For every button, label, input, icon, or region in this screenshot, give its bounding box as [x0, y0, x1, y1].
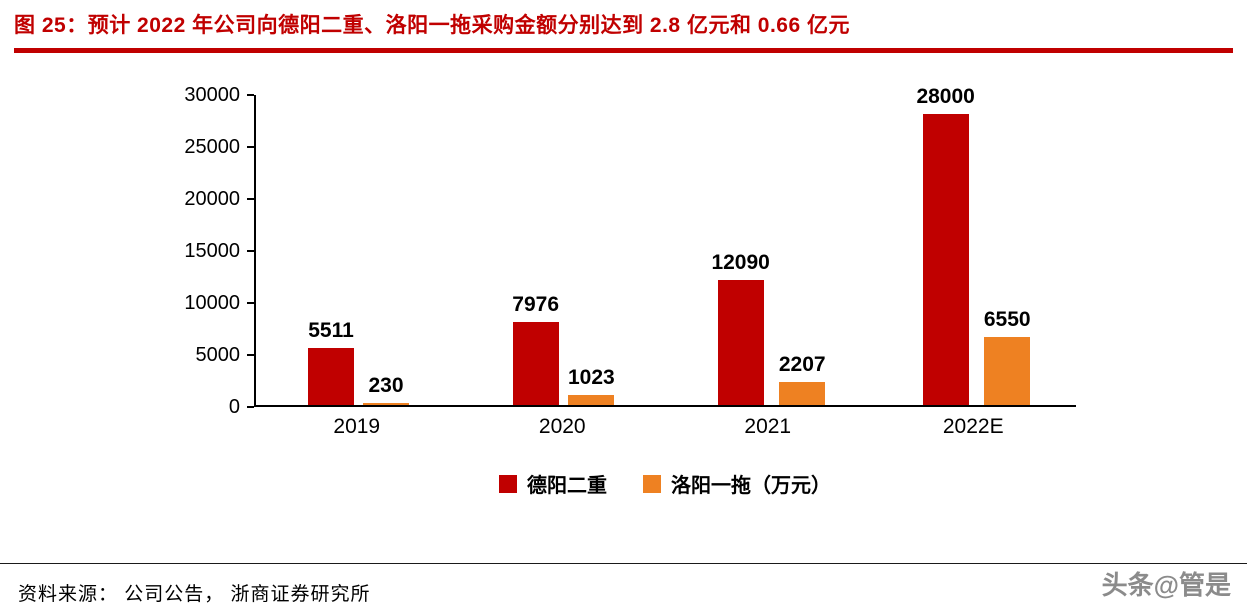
- bar-group-2021: 12090 2207: [666, 95, 871, 406]
- x-axis-label-2019: 2019: [333, 415, 381, 439]
- legend-swatch-deyang-erzhong: [499, 474, 517, 493]
- bar-deyang-erzhong-2021: [717, 279, 764, 406]
- figure-header: 图 25：预计 2022 年公司向德阳二重、洛阳一拖采购金额分别达到 2.8 亿…: [0, 0, 1247, 54]
- bar-chart: 0 5000 10000 15000 20000 25000 30000 5511 230 79…: [0, 84, 1247, 498]
- watermark: 头条@管是: [1101, 570, 1231, 600]
- y-axis-tick-mark: [247, 302, 254, 305]
- chart-row: 0 5000 10000 15000 20000 25000 30000 5511 230 79…: [148, 84, 1247, 418]
- bar-value-label: 7976: [512, 293, 559, 317]
- y-axis-tick-mark: [247, 94, 254, 97]
- legend: 德阳二重 洛阳一拖（万元）: [254, 469, 1076, 498]
- x-axis-label-2020: 2020: [538, 415, 586, 439]
- bar-deyang-erzhong-2019: [308, 347, 354, 406]
- bar-value-label: 28000: [916, 85, 975, 109]
- plot-area: 5511 230 7976 1023 12090 2207 28000 6550: [254, 85, 1076, 408]
- bar-deyang-erzhong-2020: [512, 322, 559, 406]
- bar-group-2019: 5511 230: [256, 95, 461, 406]
- source-note: 资料来源： 公司公告， 浙商证券研究所: [18, 584, 371, 605]
- y-axis: 0 5000 10000 15000 20000 25000 30000: [148, 84, 254, 418]
- y-axis-tick-mark: [247, 146, 254, 149]
- y-axis-tick-mark: [247, 406, 254, 409]
- figure-title: 图 25：预计 2022 年公司向德阳二重、洛阳一拖采购金额分别达到 2.8 亿…: [14, 14, 850, 37]
- bar-column-deyang-erzhong-2020: 7976: [512, 293, 559, 406]
- legend-item-deyang-erzhong: 德阳二重: [499, 469, 607, 498]
- y-axis-tick-label: 15000: [184, 240, 240, 263]
- bar-value-label: 5511: [308, 318, 354, 342]
- legend-label-luoyang-yto: 洛阳一拖（万元）: [671, 475, 831, 498]
- y-axis-tick-label: 20000: [184, 188, 240, 211]
- bar-value-label: 6550: [983, 308, 1031, 332]
- y-axis-tick-mark: [247, 198, 254, 201]
- bar-column-deyang-erzhong-2022e: 28000: [916, 85, 975, 406]
- y-axis-tick-label: 10000: [184, 292, 240, 315]
- bar-column-deyang-erzhong-2019: 5511: [308, 318, 354, 406]
- footer-divider: [0, 563, 1247, 564]
- bar-value-label: 12090: [711, 250, 770, 274]
- bar-luoyang-yto-2021: [779, 382, 826, 406]
- legend-swatch-luoyang-yto: [643, 474, 661, 493]
- bar-value-label: 1023: [568, 365, 615, 389]
- x-axis-label-2022e: 2022E: [942, 415, 1004, 439]
- bar-column-luoyang-yto-2022e: 6550: [983, 308, 1031, 406]
- bar-luoyang-yto-2020: [568, 394, 615, 406]
- bar-column-luoyang-yto-2020: 1023: [568, 366, 615, 406]
- bar-column-luoyang-yto-2019: 230: [363, 373, 409, 406]
- y-axis-tick-label: 0: [228, 396, 240, 419]
- bar-group-2022e: 28000 6550: [871, 85, 1076, 406]
- y-axis-tick-label: 30000: [184, 84, 240, 107]
- x-axis-label-2021: 2021: [744, 415, 792, 439]
- y-axis-tick-mark: [247, 354, 254, 357]
- title-underline: [14, 48, 1233, 54]
- bar-group-2020: 7976 1023: [461, 95, 666, 406]
- bar-deyang-erzhong-2022e: [922, 114, 969, 406]
- y-axis-tick-label: 5000: [195, 344, 241, 367]
- legend-item-luoyang-yto: 洛阳一拖（万元）: [643, 469, 831, 498]
- bar-luoyang-yto-2022e: [984, 337, 1031, 406]
- bar-luoyang-yto-2019: [363, 402, 409, 406]
- y-axis-tick-label: 25000: [184, 136, 240, 159]
- bar-value-label: 230: [368, 373, 404, 397]
- bar-column-luoyang-yto-2021: 2207: [778, 353, 826, 406]
- x-axis: 2019 2020 2021 2022E: [254, 415, 1076, 439]
- y-axis-tick-mark: [247, 250, 254, 253]
- bar-column-deyang-erzhong-2021: 12090: [711, 250, 770, 406]
- bar-value-label: 2207: [778, 353, 826, 377]
- legend-label-deyang-erzhong: 德阳二重: [527, 475, 607, 498]
